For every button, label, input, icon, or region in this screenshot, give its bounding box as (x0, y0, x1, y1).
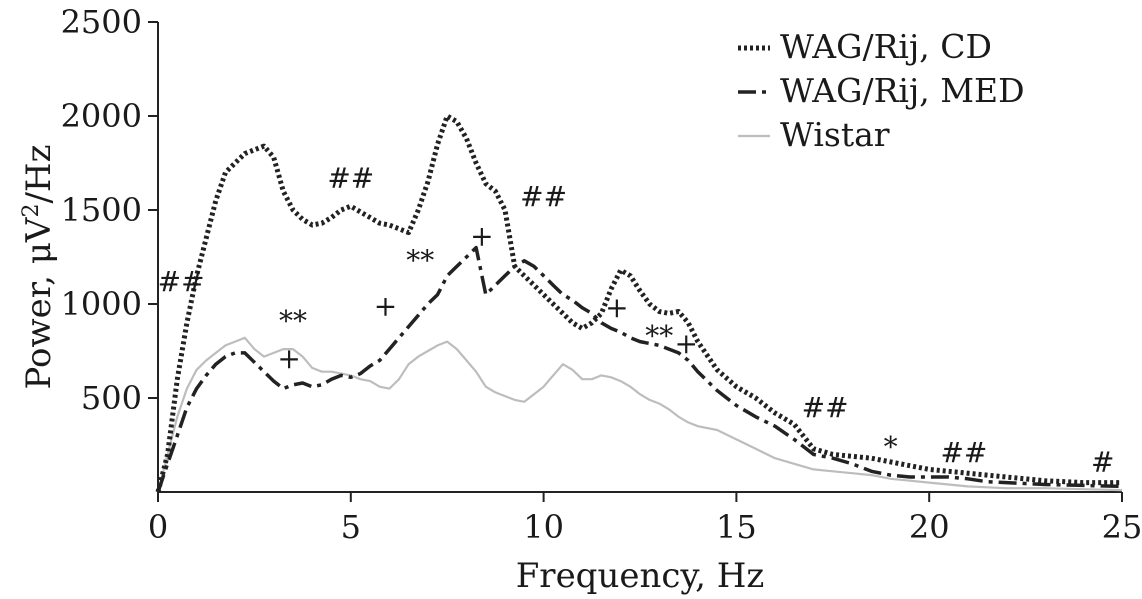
x-tick-label: 15 (716, 508, 757, 546)
significance-plus: + (277, 342, 300, 375)
significance-plus: + (605, 291, 628, 324)
series-line-wag-rij-med (156, 245, 1123, 493)
significance-mark: ** (645, 319, 673, 352)
series-line-wistar (156, 336, 1123, 493)
significance-plus: + (374, 289, 397, 322)
significance-mark: ## (802, 391, 849, 424)
y-axis-label-prefix: Power, μV (19, 216, 59, 389)
legend-label-wag-rij-med: WAG/Rij, MED (780, 71, 1025, 110)
series-line-wag-rij-cd (155, 113, 1122, 493)
tick-group: 0 5 10 15 20 25 500 1000 1500 2000 2500 (61, 3, 1142, 546)
x-tick-label: 5 (341, 508, 361, 546)
legend: WAG/Rij, CD WAG/Rij, MED Wistar (738, 27, 1025, 154)
y-tick-label: 2000 (61, 97, 142, 135)
significance-mark: ** (406, 244, 434, 277)
y-axis-label-suffix: /Hz (19, 144, 59, 203)
y-tick-label: 1000 (61, 285, 142, 323)
y-axis-label-superscript: 2 (19, 204, 44, 218)
legend-label-wag-rij-cd: WAG/Rij, CD (780, 27, 992, 66)
significance-mark: * (884, 430, 898, 463)
significance-mark: ## (520, 180, 567, 213)
significance-mark: # (1091, 445, 1114, 478)
x-tick-label: 20 (909, 508, 950, 546)
significance-mark: ## (327, 161, 374, 194)
y-tick-label: 500 (81, 379, 142, 417)
annotation-group: ######******##* ## #+++++ (158, 161, 1115, 478)
y-tick-label: 2500 (61, 3, 142, 41)
x-tick-label: 25 (1102, 508, 1142, 546)
y-tick-label: 1500 (61, 191, 142, 229)
x-tick-label: 0 (148, 508, 168, 546)
x-axis-label: Frequency, Hz (516, 556, 765, 596)
x-tick-label: 10 (523, 508, 564, 546)
significance-plus: + (470, 220, 493, 253)
y-axis-label: Power, μV2/Hz (19, 144, 60, 389)
series-group (155, 113, 1123, 493)
legend-label-wistar: Wistar (780, 115, 890, 154)
axes (157, 22, 1122, 493)
significance-mark: ## (940, 436, 987, 469)
significance-mark: ** (279, 304, 307, 337)
significance-plus: + (675, 327, 698, 360)
significance-mark: ## (158, 265, 205, 298)
